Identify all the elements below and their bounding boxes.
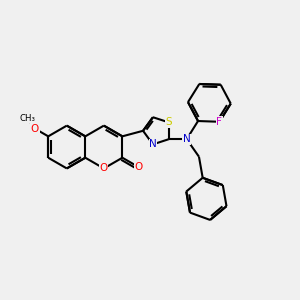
Text: CH₃: CH₃: [20, 114, 36, 123]
Text: O: O: [100, 164, 108, 173]
Text: N: N: [183, 134, 190, 144]
Text: S: S: [166, 117, 172, 128]
Text: O: O: [31, 124, 39, 134]
Text: N: N: [149, 140, 157, 149]
Text: O: O: [134, 162, 142, 172]
Text: F: F: [217, 117, 222, 127]
